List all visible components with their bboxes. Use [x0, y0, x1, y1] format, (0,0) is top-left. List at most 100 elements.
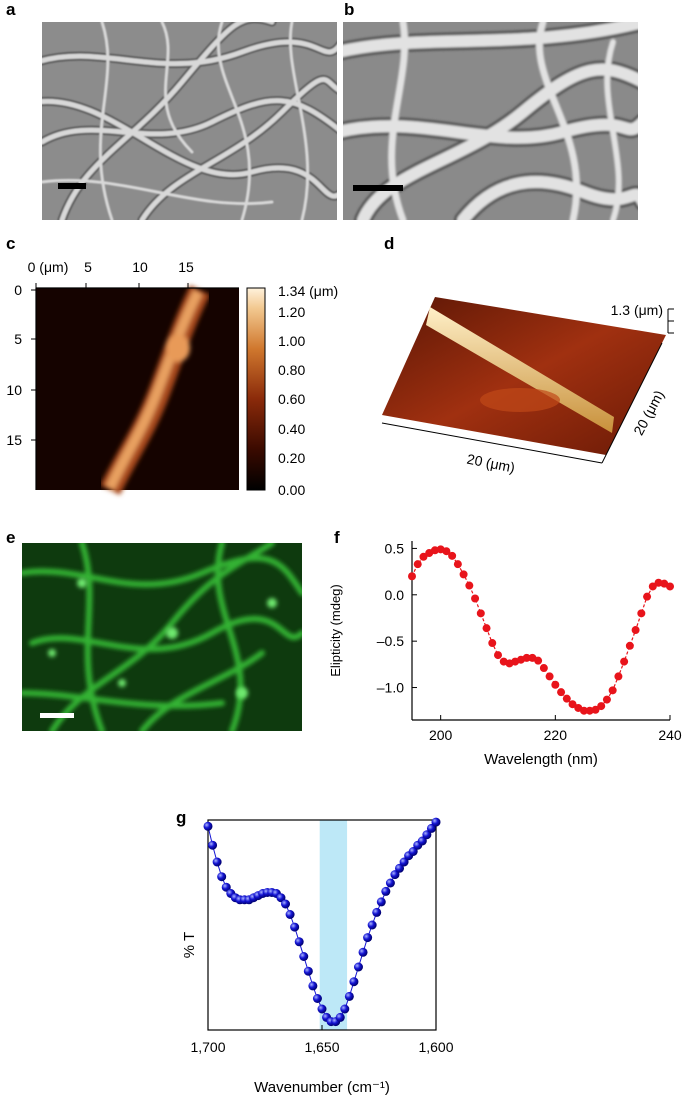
- panel-label-f: f: [334, 528, 340, 547]
- panel-label-c: c: [6, 234, 16, 253]
- y-tick-label: 0.0: [385, 587, 405, 603]
- afm-x-tick: 5: [84, 259, 92, 275]
- ftir-data-point: [417, 836, 427, 846]
- colorbar-tick: 1.20: [278, 304, 305, 320]
- afm-colorbar: [246, 287, 266, 491]
- afm-y-tick: 15: [6, 432, 22, 448]
- afm-x-tick: 0 (μm): [28, 259, 69, 275]
- panel-label-d: d: [384, 234, 395, 253]
- ftir-data-point: [294, 937, 304, 947]
- ftir-data-point: [285, 910, 295, 919]
- cd-data-point: [666, 582, 674, 591]
- cd-data-point: [448, 551, 457, 560]
- colorbar-tick: 0.80: [278, 362, 305, 378]
- cd-data-point: [580, 706, 588, 715]
- ftir-data-point: [344, 991, 354, 1001]
- cd-data-point: [494, 651, 502, 660]
- cd-data-point: [539, 664, 548, 673]
- ftir-data-point: [221, 882, 231, 892]
- ftir-data-point: [363, 933, 373, 943]
- cd-data-point: [413, 560, 422, 569]
- ftir-data-point: [395, 863, 405, 873]
- sem-image-b: [343, 22, 638, 220]
- y-axis-label: Elipticity (mdeg): [328, 584, 343, 676]
- cd-data-point: [602, 695, 611, 704]
- cd-data-point: [648, 582, 657, 591]
- x-tick-label: 220: [544, 727, 568, 743]
- ftir-data-point: [399, 857, 409, 867]
- panel-label-a: a: [6, 0, 16, 19]
- ftir-data-point: [353, 962, 363, 972]
- afm-y-tick: 5: [14, 331, 22, 347]
- cd-data-point: [419, 552, 428, 561]
- y-tick-label: –1.0: [377, 680, 404, 696]
- cd-data-point: [614, 672, 623, 681]
- panel-label-e: e: [6, 528, 16, 547]
- x-tick-label: 1,600: [418, 1039, 453, 1055]
- ftir-data-point: [212, 857, 222, 867]
- panel-label-b: b: [344, 0, 355, 19]
- ftir-data-point: [390, 870, 400, 880]
- x-tick-label: 240: [658, 727, 682, 743]
- afm-3d-x-label: 20 (μm): [466, 451, 517, 476]
- cd-series-line: [411, 548, 671, 712]
- ftir-data-point: [385, 878, 395, 888]
- colorbar-tick: 0.00: [278, 482, 305, 498]
- ftir-data-point: [340, 1004, 350, 1014]
- ftir-chart: 1,700 1,650 1,600 Wavenumber (cm⁻¹) % T: [181, 817, 454, 1096]
- cd-data-point: [476, 609, 485, 618]
- ftir-data-point: [317, 1004, 327, 1014]
- y-tick-label: –0.5: [377, 633, 404, 649]
- ftir-data-point: [349, 977, 359, 987]
- cd-data-point: [522, 653, 531, 662]
- colorbar-tick: 0.20: [278, 450, 305, 466]
- colorbar-tick: 1.00: [278, 333, 305, 349]
- x-axis-label: Wavelength (nm): [484, 751, 598, 768]
- y-axis-label: % T: [181, 932, 198, 958]
- colorbar-tick: 0.60: [278, 391, 305, 407]
- ftir-data-point: [290, 922, 300, 932]
- cd-data-point: [551, 680, 560, 689]
- x-tick-label: 1,650: [304, 1039, 339, 1055]
- ftir-data-point: [299, 952, 309, 961]
- scale-bar: [40, 713, 74, 718]
- cd-data-point: [534, 656, 543, 665]
- sem-image-a: [42, 22, 337, 220]
- cd-data-point: [620, 657, 629, 666]
- cd-chart: 0.5 0.0 –0.5 –1.0 200 220 240 Wavelength (nm) El…: [328, 540, 682, 768]
- cd-data-point: [557, 688, 566, 697]
- scale-bar: [353, 185, 403, 191]
- cd-data-point: [471, 594, 480, 603]
- cd-data-point: [637, 609, 646, 618]
- ftir-data-point: [367, 920, 377, 930]
- cd-data-point: [568, 700, 577, 709]
- cd-data-point: [545, 672, 554, 681]
- afm-3d-fiber: [426, 307, 614, 433]
- ftir-data-point: [303, 966, 313, 976]
- ftir-data-point: [431, 817, 441, 827]
- cd-data-point: [562, 694, 571, 703]
- cd-data-point: [625, 641, 634, 650]
- afm-y-tick: 0: [14, 282, 22, 298]
- ftir-data-point: [312, 994, 322, 1003]
- y-tick-label: 0.5: [385, 540, 405, 556]
- panel-label-g: g: [176, 808, 187, 827]
- cd-data-point: [591, 705, 600, 714]
- cd-data-point: [459, 570, 468, 579]
- ftir-data-point: [358, 947, 368, 957]
- ftir-data-point: [308, 981, 318, 991]
- fluorescence-image: [22, 543, 302, 731]
- x-tick-label: 1,700: [190, 1039, 225, 1055]
- afm-3d-panel: 1.3 (μm) 20 (μm) 20 (μm): [381, 297, 674, 476]
- highlight-band: [319, 820, 348, 1030]
- ftir-data-point: [408, 847, 418, 856]
- cd-data-point: [631, 626, 640, 635]
- ftir-data-point: [203, 821, 213, 831]
- cd-data-point: [465, 581, 474, 590]
- cd-data-point: [453, 560, 462, 569]
- ftir-data-point: [372, 907, 382, 917]
- cd-data-point: [482, 624, 491, 633]
- cd-data-point: [408, 572, 416, 581]
- cd-data-point: [608, 686, 617, 695]
- ftir-data-point: [422, 830, 432, 840]
